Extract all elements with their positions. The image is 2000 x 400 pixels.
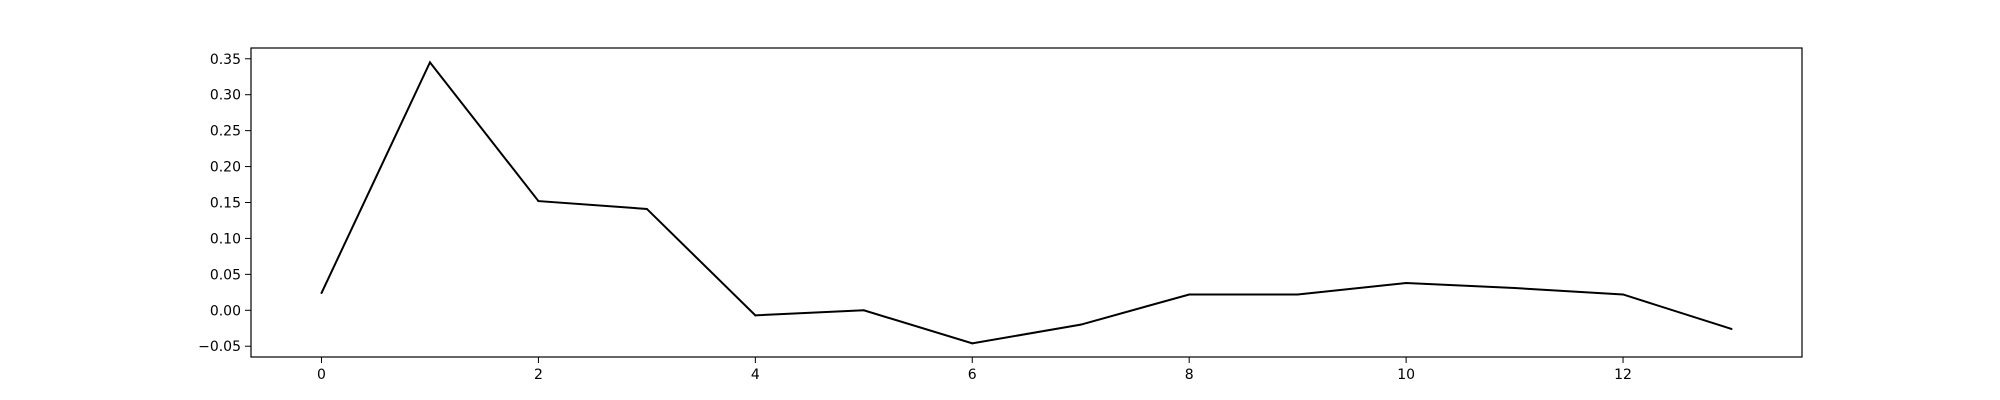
x-tick-label: 12 bbox=[1614, 367, 1632, 383]
x-tick-label: 8 bbox=[1185, 367, 1194, 383]
y-tick-label: 0.20 bbox=[210, 160, 241, 176]
y-axis-ticks: −0.05 0.00 0.05 0.10 0.15 0.20 0.25 0.30 0.35 bbox=[198, 52, 251, 355]
x-tick-label: 6 bbox=[968, 367, 977, 383]
data-point bbox=[1188, 293, 1191, 296]
data-point bbox=[645, 207, 648, 210]
x-axis-ticks: 0 2 4 6 8 10 12 bbox=[317, 357, 1632, 383]
data-point bbox=[537, 200, 540, 203]
plot-frame bbox=[250, 47, 1803, 358]
x-tick-label: 0 bbox=[317, 367, 326, 383]
y-tick-label: 0.30 bbox=[210, 88, 241, 104]
data-point bbox=[1622, 293, 1625, 296]
y-tick-label: −0.05 bbox=[198, 339, 241, 355]
data-point bbox=[754, 314, 757, 317]
y-tick-label: 0.25 bbox=[210, 124, 241, 140]
y-tick-label: 0.05 bbox=[210, 267, 241, 283]
data-point bbox=[320, 292, 323, 295]
data-point bbox=[1296, 293, 1299, 296]
x-tick-label: 10 bbox=[1397, 367, 1415, 383]
data-point bbox=[1079, 323, 1082, 326]
data-point bbox=[1730, 327, 1733, 330]
y-tick-label: 0.15 bbox=[210, 196, 241, 212]
data-point bbox=[428, 61, 431, 64]
y-tick-label: 0.10 bbox=[210, 231, 241, 247]
data-point bbox=[971, 342, 974, 345]
data-point bbox=[1405, 281, 1408, 284]
x-tick-label: 4 bbox=[751, 367, 760, 383]
y-tick-label: 0.00 bbox=[210, 303, 241, 319]
data-point bbox=[1513, 287, 1516, 290]
data-points bbox=[320, 61, 1733, 345]
data-point bbox=[862, 309, 865, 312]
x-tick-label: 2 bbox=[534, 367, 543, 383]
series-line bbox=[320, 60, 1732, 345]
y-tick-label: 0.35 bbox=[210, 52, 241, 68]
